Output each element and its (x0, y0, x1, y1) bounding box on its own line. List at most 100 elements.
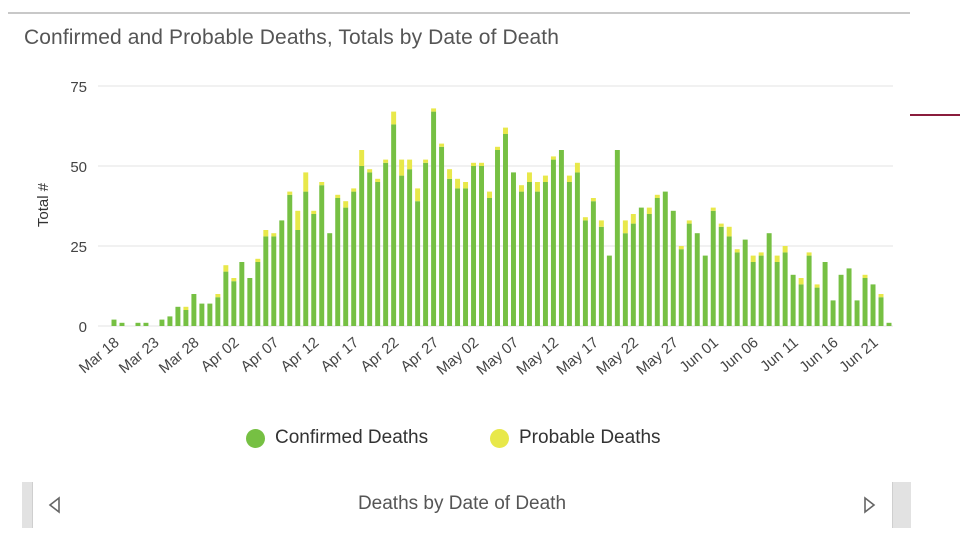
bar-confirmed-84[interactable] (782, 252, 788, 326)
bar-confirmed-63[interactable] (614, 150, 620, 326)
bar-probable-76[interactable] (718, 223, 724, 227)
bar-probable-9[interactable] (183, 306, 189, 310)
bar-confirmed-56[interactable] (558, 150, 564, 326)
bar-confirmed-75[interactable] (710, 210, 716, 326)
bar-confirmed-61[interactable] (598, 226, 604, 326)
bar-probable-46[interactable] (479, 162, 485, 166)
bar-probable-77[interactable] (726, 226, 732, 237)
bar-confirmed-72[interactable] (686, 223, 692, 326)
bar-probable-57[interactable] (566, 175, 572, 182)
bar-confirmed-58[interactable] (574, 172, 580, 326)
bar-confirmed-81[interactable] (758, 255, 764, 326)
bar-confirmed-10[interactable] (191, 294, 197, 326)
bar-probable-61[interactable] (598, 220, 604, 227)
bar-confirmed-18[interactable] (255, 262, 261, 326)
bar-confirmed-39[interactable] (423, 162, 429, 326)
bar-probable-13[interactable] (215, 294, 221, 298)
bar-confirmed-47[interactable] (487, 198, 492, 326)
bar-probable-51[interactable] (518, 185, 524, 192)
bar-probable-24[interactable] (303, 172, 309, 192)
bar-confirmed-19[interactable] (263, 236, 269, 326)
bar-probable-20[interactable] (271, 233, 277, 237)
bar-confirmed-34[interactable] (383, 162, 389, 326)
bar-confirmed-16[interactable] (239, 262, 245, 326)
bar-probable-72[interactable] (686, 220, 692, 224)
legend-item-probable[interactable]: Probable Deaths (490, 427, 661, 449)
bar-confirmed-40[interactable] (431, 111, 437, 326)
bar-probable-19[interactable] (263, 230, 269, 237)
bar-confirmed-9[interactable] (183, 310, 189, 326)
bar-confirmed-24[interactable] (303, 191, 309, 326)
bar-probable-47[interactable] (487, 191, 492, 198)
bar-confirmed-15[interactable] (231, 281, 237, 326)
bar-confirmed-36[interactable] (399, 175, 405, 326)
bar-confirmed-59[interactable] (582, 220, 588, 326)
bar-probable-94[interactable] (862, 274, 868, 278)
bar-confirmed-11[interactable] (199, 303, 205, 326)
bar-confirmed-68[interactable] (654, 198, 660, 326)
bar-probable-83[interactable] (774, 255, 780, 262)
bar-confirmed-62[interactable] (606, 255, 612, 326)
bar-confirmed-57[interactable] (566, 182, 572, 326)
bar-probable-18[interactable] (255, 258, 261, 262)
bar-probable-52[interactable] (526, 172, 532, 182)
bar-confirmed-27[interactable] (327, 233, 333, 326)
bar-probable-60[interactable] (590, 198, 596, 202)
bar-confirmed-46[interactable] (479, 166, 485, 326)
bar-probable-31[interactable] (359, 150, 365, 166)
bar-probable-55[interactable] (550, 156, 556, 160)
bar-confirmed-21[interactable] (279, 220, 285, 326)
bar-confirmed-33[interactable] (375, 182, 381, 326)
bar-probable-29[interactable] (343, 201, 349, 208)
bar-confirmed-20[interactable] (271, 236, 277, 326)
bar-probable-80[interactable] (750, 255, 756, 262)
bar-probable-65[interactable] (630, 214, 636, 224)
bar-probable-88[interactable] (814, 284, 820, 288)
bar-probable-30[interactable] (351, 188, 357, 192)
bar-confirmed-28[interactable] (335, 198, 341, 326)
bar-probable-22[interactable] (287, 191, 293, 195)
bar-confirmed-55[interactable] (550, 159, 556, 326)
bar-confirmed-7[interactable] (167, 316, 173, 326)
bar-confirmed-80[interactable] (750, 262, 756, 326)
bar-confirmed-4[interactable] (143, 322, 149, 326)
legend-item-confirmed[interactable]: Confirmed Deaths (246, 427, 428, 449)
bar-confirmed-77[interactable] (726, 236, 732, 326)
bar-probable-71[interactable] (678, 246, 684, 250)
bar-probable-38[interactable] (415, 188, 421, 202)
bar-probable-87[interactable] (806, 252, 812, 256)
bar-confirmed-13[interactable] (215, 297, 221, 326)
next-button[interactable] (858, 494, 880, 516)
bar-probable-41[interactable] (439, 143, 445, 147)
bar-probable-81[interactable] (758, 252, 764, 256)
bar-confirmed-31[interactable] (359, 166, 365, 326)
bar-probable-35[interactable] (391, 111, 397, 125)
bar-probable-14[interactable] (223, 265, 229, 272)
bar-probable-86[interactable] (798, 278, 804, 285)
bar-probable-54[interactable] (542, 175, 548, 182)
bar-confirmed-45[interactable] (471, 166, 477, 326)
bar-probable-64[interactable] (622, 220, 628, 234)
bar-confirmed-79[interactable] (742, 239, 748, 326)
bar-confirmed-50[interactable] (511, 172, 516, 326)
bar-confirmed-91[interactable] (838, 274, 844, 326)
bar-probable-96[interactable] (878, 294, 884, 298)
bar-confirmed-12[interactable] (207, 303, 213, 326)
bar-probable-32[interactable] (367, 169, 373, 173)
bar-probable-15[interactable] (231, 278, 237, 282)
bar-probable-53[interactable] (534, 182, 540, 192)
bar-confirmed-87[interactable] (806, 255, 812, 326)
bar-confirmed-92[interactable] (846, 268, 852, 326)
bar-confirmed-97[interactable] (886, 322, 892, 326)
bar-probable-33[interactable] (375, 178, 381, 182)
bar-confirmed-70[interactable] (670, 210, 676, 326)
bar-probable-43[interactable] (455, 178, 461, 189)
bar-confirmed-42[interactable] (447, 178, 453, 326)
bar-confirmed-52[interactable] (526, 182, 532, 326)
bar-probable-68[interactable] (654, 194, 660, 198)
bar-confirmed-41[interactable] (439, 146, 445, 326)
bar-confirmed-32[interactable] (367, 172, 373, 326)
bar-confirmed-35[interactable] (391, 124, 397, 327)
bar-confirmed-74[interactable] (702, 255, 708, 326)
bar-probable-45[interactable] (471, 162, 477, 166)
